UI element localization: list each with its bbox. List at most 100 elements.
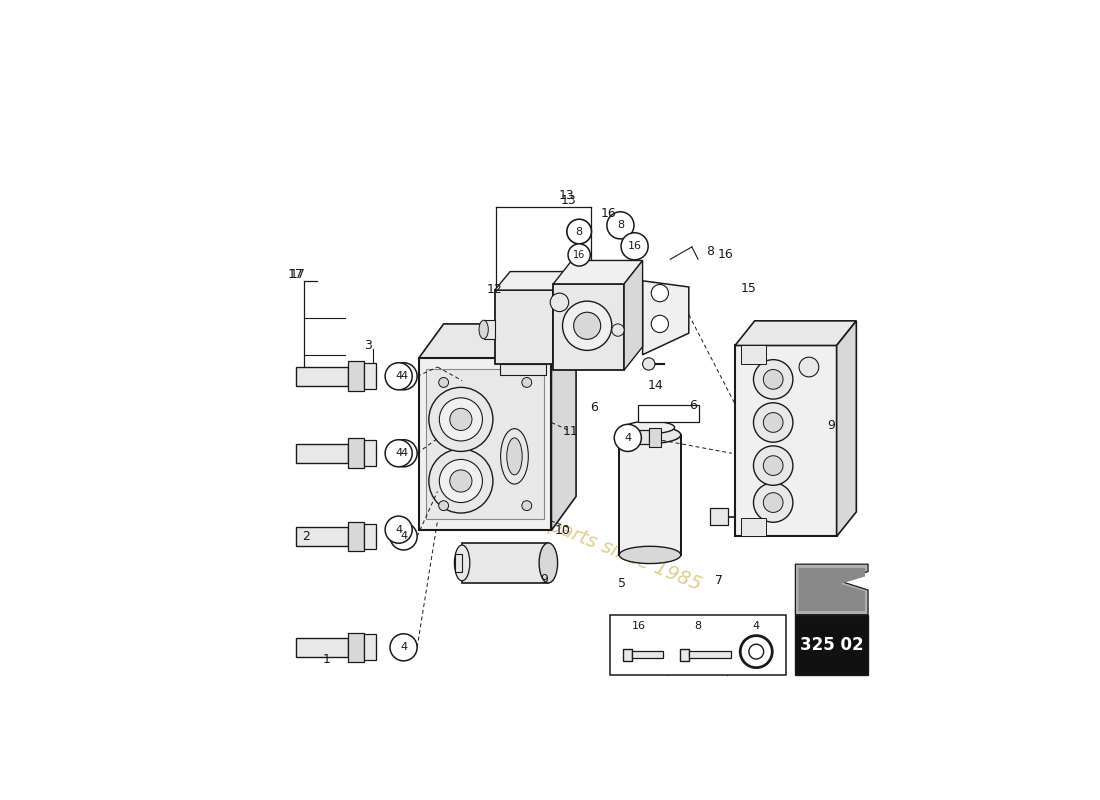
Text: 13: 13 [561, 194, 576, 207]
Circle shape [763, 413, 783, 432]
Bar [296, 444, 348, 462]
Text: 12: 12 [487, 283, 503, 296]
Polygon shape [795, 564, 868, 614]
Circle shape [612, 324, 624, 336]
Text: 8: 8 [575, 226, 583, 237]
Bar [495, 290, 553, 364]
Circle shape [763, 370, 783, 390]
Text: 16: 16 [717, 249, 733, 262]
Bar [795, 614, 868, 675]
Bar [711, 508, 727, 526]
Circle shape [390, 440, 417, 467]
Text: 15: 15 [740, 282, 757, 294]
Circle shape [550, 293, 569, 311]
Ellipse shape [539, 543, 558, 583]
Bar [348, 633, 364, 662]
Circle shape [749, 644, 763, 659]
Polygon shape [624, 261, 642, 370]
Text: 10: 10 [554, 524, 571, 537]
Text: 4: 4 [395, 448, 403, 458]
Text: 17: 17 [288, 268, 304, 281]
Bar [735, 346, 837, 537]
Text: 16: 16 [573, 250, 585, 260]
Text: 8: 8 [617, 220, 624, 230]
Text: 11: 11 [563, 426, 579, 438]
Ellipse shape [478, 320, 488, 338]
Circle shape [607, 212, 634, 239]
Text: 4: 4 [400, 371, 407, 382]
Polygon shape [642, 281, 689, 354]
Circle shape [390, 523, 417, 550]
Bar [499, 364, 546, 375]
Circle shape [754, 402, 793, 442]
Bar [454, 554, 462, 572]
Text: 5: 5 [618, 578, 626, 590]
Bar [484, 320, 495, 339]
Circle shape [754, 446, 793, 486]
Ellipse shape [619, 426, 681, 443]
Text: 14: 14 [648, 379, 663, 392]
Circle shape [439, 378, 449, 387]
Bar [348, 362, 364, 391]
Circle shape [566, 219, 592, 244]
Circle shape [429, 449, 493, 513]
Text: 13: 13 [559, 190, 574, 202]
Polygon shape [799, 568, 865, 611]
Text: a passion for parts since 1985: a passion for parts since 1985 [424, 466, 704, 594]
Text: 17: 17 [289, 268, 306, 281]
Text: 325 02: 325 02 [800, 636, 864, 654]
Text: 4: 4 [400, 448, 407, 458]
Ellipse shape [625, 422, 674, 434]
Bar [419, 358, 551, 530]
Bar [621, 430, 649, 444]
Circle shape [521, 501, 531, 510]
Bar [624, 649, 632, 661]
Circle shape [740, 636, 772, 668]
Bar [364, 523, 376, 550]
Polygon shape [837, 321, 856, 537]
Circle shape [385, 362, 412, 390]
Circle shape [754, 360, 793, 399]
Text: 16: 16 [632, 621, 646, 630]
Circle shape [385, 440, 412, 467]
Polygon shape [553, 261, 642, 284]
Polygon shape [495, 271, 569, 290]
Polygon shape [419, 324, 576, 358]
Text: 1: 1 [322, 653, 330, 666]
Circle shape [621, 233, 648, 260]
Text: 16: 16 [628, 242, 641, 251]
Circle shape [521, 378, 531, 387]
Polygon shape [553, 271, 569, 364]
Circle shape [614, 424, 641, 451]
Bar [632, 651, 663, 658]
Circle shape [450, 408, 472, 430]
Bar [689, 651, 732, 658]
Circle shape [439, 398, 483, 441]
Text: 8: 8 [694, 621, 702, 630]
Circle shape [450, 470, 472, 492]
Bar [681, 649, 689, 661]
Circle shape [651, 285, 669, 302]
Bar [348, 438, 364, 468]
Bar [364, 634, 376, 660]
Text: 3: 3 [364, 339, 372, 352]
Bar [296, 638, 348, 657]
Text: 6: 6 [690, 398, 697, 412]
Text: 9: 9 [827, 419, 835, 432]
Bar [649, 428, 661, 446]
Text: 4: 4 [395, 525, 403, 534]
Text: 8: 8 [706, 246, 714, 258]
Bar [553, 284, 624, 370]
Circle shape [385, 516, 412, 543]
Bar [364, 363, 376, 390]
Circle shape [754, 483, 793, 522]
Text: 4: 4 [395, 371, 403, 382]
Text: 9: 9 [540, 573, 548, 586]
Circle shape [439, 459, 483, 502]
Bar [609, 614, 785, 675]
Polygon shape [551, 324, 576, 530]
Bar [741, 518, 766, 537]
Text: 4: 4 [752, 621, 760, 630]
Text: 4: 4 [625, 433, 631, 443]
Bar [348, 522, 364, 551]
